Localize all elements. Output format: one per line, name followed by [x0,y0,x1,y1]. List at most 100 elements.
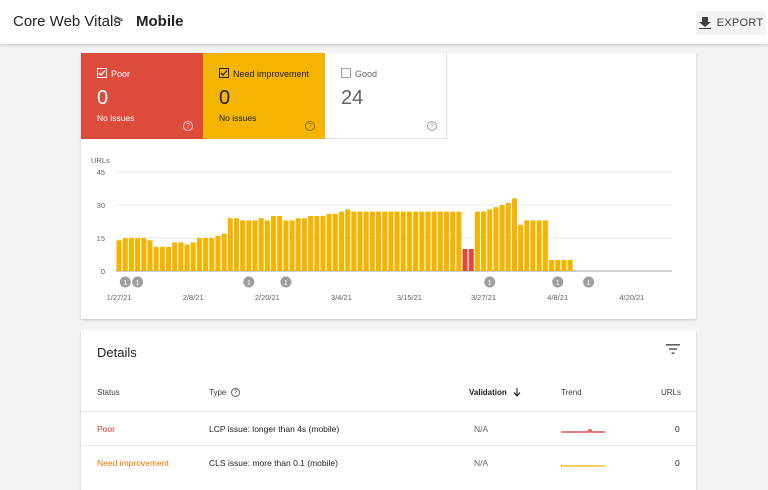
help-circle-icon[interactable]: ? [427,121,437,131]
bar-need-improvement [524,220,530,271]
y-axis-label: URLs [91,156,110,165]
bar-need-improvement [203,238,209,271]
column-header-type: Type? [209,388,241,398]
chevron-right-icon: > [114,12,124,29]
download-icon [698,17,711,29]
good-label: Good [355,69,378,79]
need-improvement-subtext: No issues [219,113,257,123]
bar-need-improvement [400,211,406,271]
bar-need-improvement [258,218,264,271]
breadcrumb-root[interactable]: Core Web Vitals [13,13,121,30]
bar-need-improvement [172,242,178,271]
row-urls: 0 [675,424,680,434]
bar-need-improvement [351,211,357,271]
bar-need-improvement [116,240,122,271]
arrow-down-icon [513,388,521,398]
bar-need-improvement [505,202,511,271]
filter-icon[interactable] [666,343,680,355]
checkbox-icon[interactable] [219,68,229,78]
bar-need-improvement [456,211,462,271]
bar-need-improvement [345,209,351,271]
bar-need-improvement [283,220,289,271]
checkbox-icon[interactable] [97,68,107,78]
bar-need-improvement [511,198,517,271]
bar-need-improvement [314,216,320,271]
bar-need-improvement [233,218,239,271]
annotation-label: 1 [587,280,591,287]
bar-need-improvement [240,220,246,271]
bar-need-improvement [474,211,480,271]
poor-tile[interactable]: Poor 0 No issues ? [81,53,203,139]
x-tick-label: 2/20/21 [255,293,280,302]
details-title: Details [97,345,137,360]
bar-need-improvement [487,209,493,271]
bar-need-improvement [419,211,425,271]
good-value: 24 [341,87,364,109]
details-card: Details Status Type? Validation Trend UR… [81,330,696,490]
bar-need-improvement [196,238,202,271]
row-status: Need improvement [97,458,169,468]
y-tick-label: 0 [101,267,105,276]
row-status: Poor [97,424,115,434]
bar-need-improvement [493,207,499,271]
table-row[interactable]: Poor LCP issue: longer than 4s (mobile) … [81,411,696,446]
bar-need-improvement [413,211,419,271]
bar-need-improvement [221,233,227,271]
help-circle-icon[interactable]: ? [231,388,241,398]
good-tile[interactable]: Good 24 ? [325,53,447,139]
bar-need-improvement [159,246,165,271]
bar-need-improvement [431,211,437,271]
bar-need-improvement [394,211,400,271]
bar-need-improvement [363,211,369,271]
bar-need-improvement [295,218,301,271]
annotation-marker [552,276,564,288]
bar-need-improvement [289,220,295,271]
summary-chart-card: Poor 0 No issues ? Need improvement 0 No… [81,53,696,319]
x-tick-label: 3/27/21 [471,293,496,302]
help-circle-icon[interactable]: ? [305,121,315,131]
table-row[interactable]: Need improvement CLS issue: more than 0.… [81,445,696,480]
top-bar: Core Web Vitals > Mobile EXPORT [0,0,768,44]
annotation-marker [484,276,496,288]
y-tick-label: 30 [97,201,105,210]
bar-need-improvement [530,220,536,271]
bar-need-improvement [271,216,277,271]
bar-need-improvement [326,213,332,271]
bar-need-improvement [425,211,431,271]
annotation-label: 1 [123,280,127,287]
x-tick-label: 3/15/21 [397,293,422,302]
x-tick-label: 2/8/21 [183,293,204,302]
bar-need-improvement [481,211,487,271]
x-tick-label: 1/27/21 [107,293,132,302]
poor-label: Poor [111,69,131,79]
bar-need-improvement [135,238,141,271]
checkbox-icon[interactable] [341,68,351,78]
bar-need-improvement [277,216,283,271]
bar-need-improvement [369,211,375,271]
urls-bar-chart: URLs 0 15 30 45 1 1 1 1 1 1 1 1/27/21 2/8/21 2/20/21 3/… [91,156,672,302]
bar-need-improvement [165,246,172,271]
annotation-marker [243,276,255,288]
bar-need-improvement [128,238,134,271]
x-tick-label: 3/4/21 [331,293,352,302]
bar-poor [468,249,474,271]
column-header-status: Status [97,388,120,397]
row-validation: N/A [474,424,489,434]
poor-subtext: No issues [97,113,135,123]
bar-need-improvement [561,260,567,271]
need-improvement-value: 0 [219,87,231,109]
bar-need-improvement [536,220,542,271]
export-button[interactable]: EXPORT [696,11,766,35]
need-improvement-tile[interactable]: Need improvement 0 No issues ? [203,53,325,139]
y-tick-label: 45 [97,168,105,177]
trend-sparkline [561,429,605,433]
bar-need-improvement [376,211,382,271]
annotation-marker [119,276,131,288]
x-tick-label: 4/8/21 [547,293,568,302]
bar-need-improvement [338,211,345,271]
bar-need-improvement [382,211,388,271]
help-circle-icon[interactable]: ? [183,121,193,131]
trend-sparkline [561,464,605,467]
row-validation: N/A [474,458,489,468]
column-header-validation[interactable]: Validation [469,388,521,398]
